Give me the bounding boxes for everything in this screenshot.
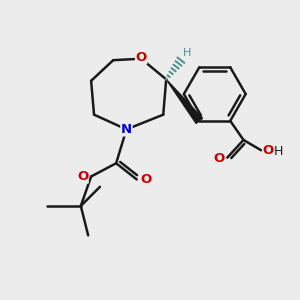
Text: O: O — [77, 170, 88, 183]
Text: O: O — [140, 173, 152, 186]
Text: O: O — [136, 51, 147, 64]
Text: H: H — [183, 48, 191, 59]
Text: H: H — [274, 145, 283, 158]
Text: O: O — [262, 144, 274, 157]
Text: N: N — [121, 123, 132, 136]
Text: O: O — [213, 152, 224, 165]
Polygon shape — [166, 79, 202, 123]
